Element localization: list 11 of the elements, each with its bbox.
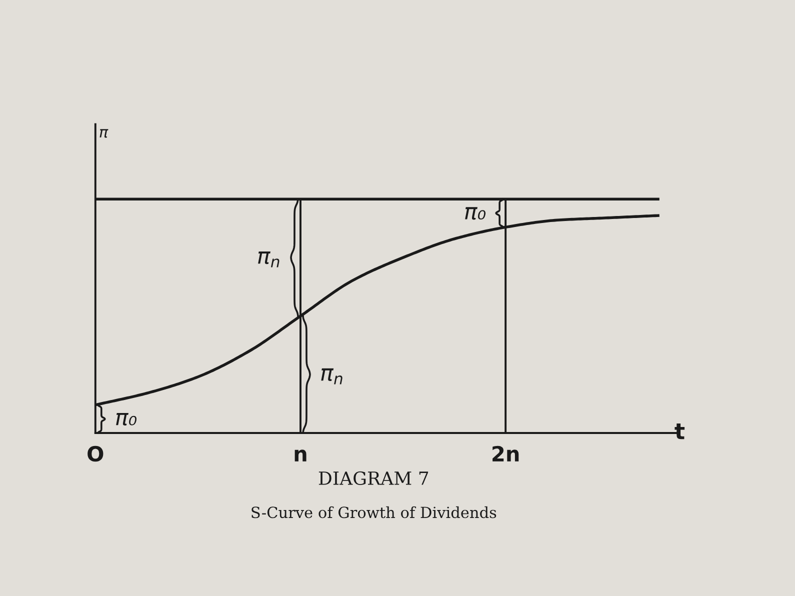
annotation: π₀ bbox=[465, 207, 486, 220]
x-axis-title: t bbox=[674, 424, 685, 440]
annotation: π₀ bbox=[116, 412, 137, 426]
annotation: π$_{n}$ bbox=[321, 368, 342, 384]
x-tick-label: n bbox=[294, 450, 306, 462]
text: S-Curve of Growth of Dividends bbox=[252, 506, 496, 518]
x-tick-label: O bbox=[88, 446, 104, 462]
x-tick-label: 2n bbox=[492, 446, 519, 462]
annotation: π$_{n}$ bbox=[258, 251, 280, 268]
y-axis-title: π bbox=[100, 129, 108, 138]
text: DIAGRAM 7 bbox=[318, 471, 428, 486]
